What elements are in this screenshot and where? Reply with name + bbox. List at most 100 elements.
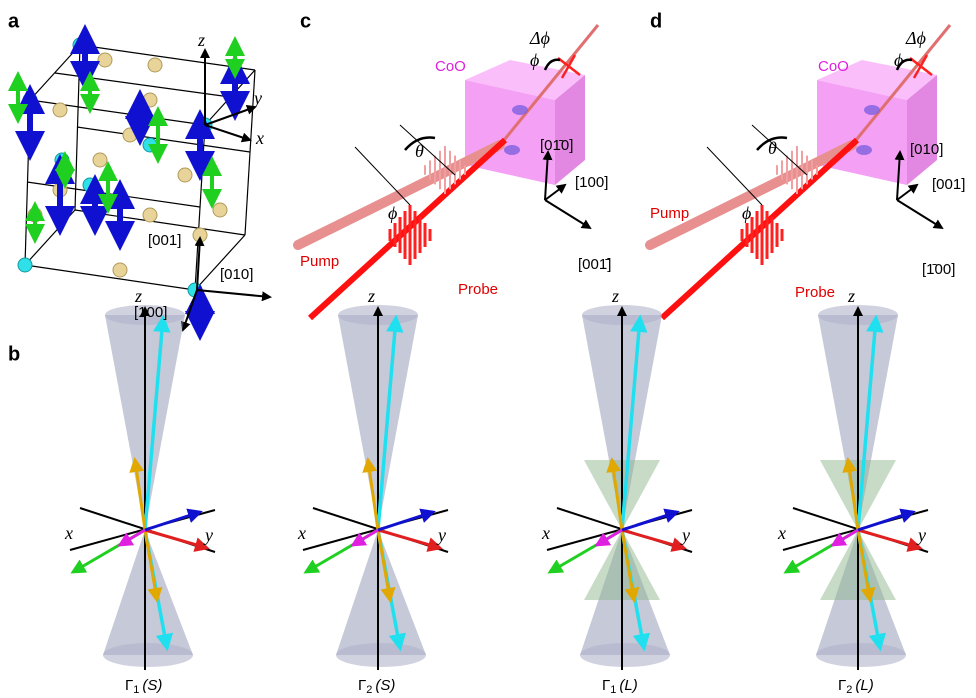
- atom: [147, 57, 163, 73]
- direction-label: [010]: [910, 141, 943, 158]
- axis-label: x: [541, 523, 550, 543]
- caption-mode: (S): [375, 677, 395, 694]
- drawing: zx yΓ1 (S)zx yΓ2 (S)zx yΓ1 (L)zx yΓ2 (L): [7, 24, 952, 696]
- caption-symbol: Γ: [602, 677, 610, 694]
- line: [29, 44, 81, 101]
- line: [244, 69, 256, 236]
- line: [751, 124, 808, 176]
- arrow: [143, 529, 163, 603]
- cone-rim: [336, 643, 426, 667]
- angle-arc: [404, 136, 436, 151]
- arrow: [204, 105, 257, 126]
- direction-label: [100]: [575, 174, 608, 191]
- direction-label: [1̄00]: [922, 261, 955, 278]
- caption-symbol: Γ: [125, 677, 133, 694]
- arrow: [621, 508, 680, 532]
- line: [850, 24, 952, 146]
- axis-label: z: [197, 30, 205, 50]
- arrow: [117, 528, 146, 547]
- axis-label: y: [916, 525, 926, 545]
- angle-label: Δϕ: [529, 28, 550, 48]
- line: [498, 24, 600, 146]
- spin: [864, 105, 880, 115]
- cone-rim: [580, 643, 670, 667]
- arrow: [857, 508, 916, 532]
- panel-label: a: [8, 10, 20, 32]
- axis-label: x: [64, 523, 73, 543]
- caption: Γ2 (L): [838, 677, 874, 696]
- beam-label: Probe: [458, 281, 498, 298]
- arrow: [856, 314, 884, 531]
- angle-arc: [543, 58, 561, 71]
- atom: [92, 152, 108, 168]
- angle-label: ϕ: [742, 203, 751, 223]
- cone-rim: [103, 643, 193, 667]
- arrow: [621, 528, 687, 552]
- arrow: [196, 289, 272, 302]
- arrow: [544, 199, 592, 230]
- atom: [212, 202, 228, 218]
- caption-mode: (S): [142, 677, 162, 694]
- panel-label: b: [8, 343, 20, 365]
- atom: [17, 257, 33, 273]
- arrow: [204, 124, 252, 143]
- arrow: [620, 529, 640, 603]
- arrow: [144, 528, 210, 552]
- arrow: [620, 314, 648, 531]
- probe-beam: [659, 137, 860, 321]
- arrow: [896, 199, 944, 230]
- caption: Γ1 (S): [125, 677, 162, 696]
- axis-label: x: [297, 523, 306, 543]
- arrow: [377, 528, 443, 552]
- angle-arc: [756, 136, 788, 151]
- beam-label: Pump: [650, 205, 689, 222]
- caption-mode: (L): [619, 677, 637, 694]
- caption-symbol: Γ: [838, 677, 846, 694]
- arrow: [144, 508, 203, 532]
- caption: Γ1 (L): [602, 677, 638, 696]
- atom: [142, 137, 158, 153]
- spin: [512, 105, 528, 115]
- line: [76, 126, 251, 153]
- line: [706, 146, 763, 206]
- line: [26, 181, 201, 208]
- arrow: [194, 236, 205, 291]
- line: [909, 57, 933, 76]
- atom: [97, 52, 113, 68]
- arrow: [376, 529, 396, 603]
- line: [354, 146, 411, 206]
- caption-mode: (L): [855, 677, 873, 694]
- sample-face: [555, 75, 585, 185]
- arrow: [143, 314, 171, 531]
- atom: [177, 167, 193, 183]
- caption-index: 1: [610, 684, 616, 696]
- arrow: [377, 508, 436, 532]
- arrow: [896, 183, 919, 201]
- atom: [142, 207, 158, 223]
- beam-label: Probe: [795, 284, 835, 301]
- line: [54, 72, 231, 98]
- direction-label: [01̄0]: [540, 137, 573, 154]
- arrow: [894, 150, 905, 201]
- arrow: [362, 457, 380, 531]
- cone-rim: [816, 643, 906, 667]
- sample-face: [907, 75, 937, 185]
- angle-label: ϕ: [530, 50, 539, 70]
- axis-label: y: [203, 525, 213, 545]
- sample-face: [817, 60, 937, 100]
- line: [24, 264, 196, 291]
- direction-label: [001̄]: [578, 256, 611, 273]
- direction-label: [100]: [134, 304, 167, 321]
- caption-index: 1: [133, 684, 139, 696]
- panel-label: c: [300, 10, 311, 32]
- arrow: [857, 528, 923, 552]
- angle-label: ϕ: [388, 203, 397, 223]
- axis-label: y: [436, 525, 446, 545]
- sample-label: CoO: [435, 58, 466, 75]
- arrow: [350, 528, 379, 547]
- caption-symbol: Γ: [358, 677, 366, 694]
- atom: [142, 92, 158, 108]
- probe-beam: [307, 137, 508, 321]
- sample-label: CoO: [818, 58, 849, 75]
- line: [399, 124, 456, 176]
